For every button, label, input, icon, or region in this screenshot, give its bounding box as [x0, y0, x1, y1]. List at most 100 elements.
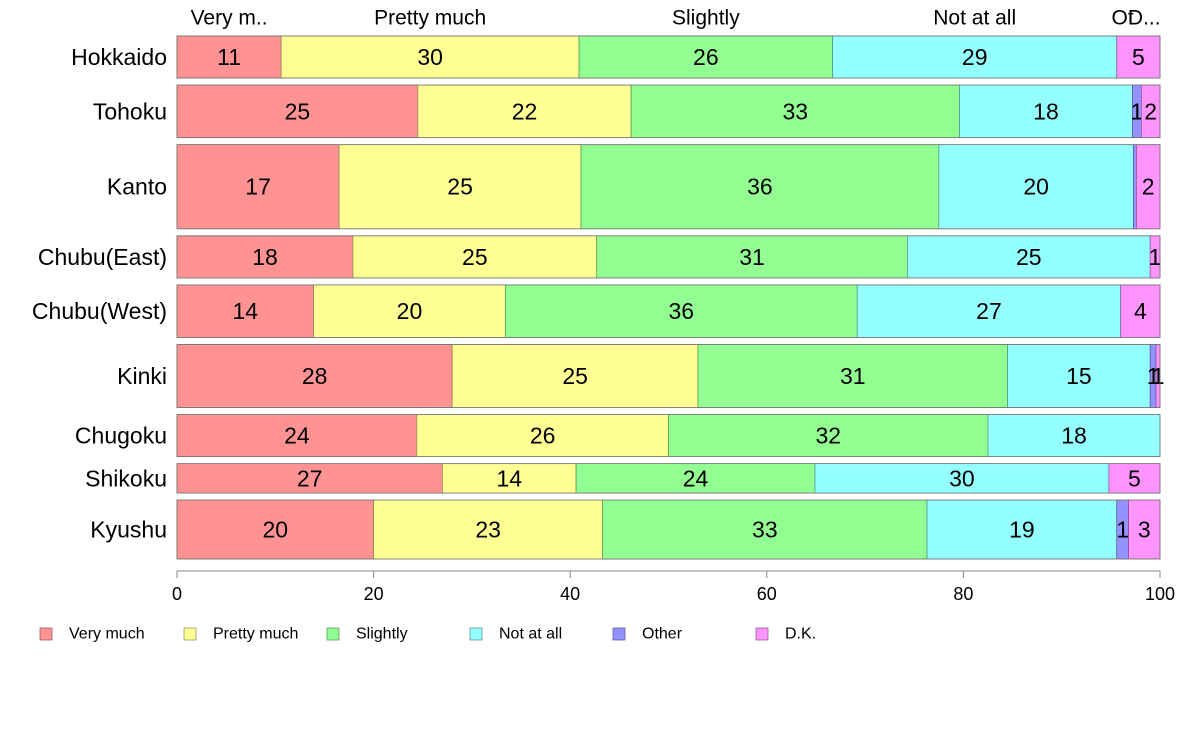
data-label: 29: [962, 44, 988, 70]
bar-segment-very-much: [176, 144, 340, 230]
row-label-tohoku: Tohoku: [93, 98, 167, 124]
legend: Very much Pretty much Slightly Not at all Ot…: [39, 626, 816, 643]
row-labels-group: Hokkaido Tohoku Kanto Chubu(East) Chubu(West…: [32, 44, 167, 543]
data-label: 30: [949, 465, 975, 491]
data-label: 30: [417, 44, 443, 70]
data-label: 25: [462, 244, 488, 270]
bar-segment-not-at-all: [987, 414, 1161, 457]
bar-segment-pretty-much: [416, 414, 669, 457]
top-label-not-at-all: Not at all: [933, 7, 1016, 30]
bar-outline: [176, 235, 1161, 279]
top-category-labels: Very m.. Pretty much Slightly Not at all OtD…: [191, 7, 1161, 30]
data-label: 20: [1023, 174, 1049, 200]
legend-swatch: [755, 627, 769, 641]
data-label: 36: [668, 298, 694, 324]
bar-outline: [176, 284, 1161, 338]
row-label-kanto: Kanto: [107, 174, 167, 200]
x-tick-label: 80: [953, 584, 973, 604]
data-label: 27: [976, 298, 1002, 324]
data-label: 24: [683, 465, 709, 491]
legend-swatch: [469, 627, 483, 641]
x-axis: 0 20 40 60 80 100: [172, 570, 1175, 604]
data-label: 18: [252, 244, 278, 270]
data-label: 5: [1128, 465, 1141, 491]
bar-segment-not-at-all: [832, 35, 1118, 79]
data-label: 25: [285, 98, 311, 124]
x-tick-label: 60: [757, 584, 777, 604]
row-label-chubu-west-: Chubu(West): [32, 298, 167, 324]
data-label: 27: [297, 465, 323, 491]
data-label: 26: [693, 44, 719, 70]
data-label: 32: [815, 423, 841, 449]
legend-label: Very much: [69, 626, 145, 643]
data-label: 2: [1144, 98, 1157, 124]
row-label-hokkaido: Hokkaido: [71, 44, 167, 70]
legend-swatch: [326, 627, 340, 641]
data-label: 14: [496, 465, 522, 491]
data-label: 1: [1152, 363, 1165, 389]
data-label: 25: [447, 174, 473, 200]
bar-segment-pretty-much: [352, 235, 598, 279]
top-label-other: Ot: [1112, 7, 1134, 30]
legend-label: Pretty much: [213, 626, 298, 643]
data-label: 20: [263, 517, 289, 543]
bar-segment-very-much: [176, 344, 453, 408]
data-label: 1: [1116, 517, 1129, 543]
data-label: 4: [1134, 298, 1147, 324]
data-label: 36: [747, 174, 773, 200]
data-label: 24: [284, 423, 310, 449]
legend-label: Slightly: [356, 626, 408, 643]
bar-outline: [176, 144, 1161, 230]
data-label: 26: [530, 423, 556, 449]
bar-outline: [176, 414, 1161, 458]
data-label: 18: [1033, 98, 1059, 124]
bar-outline: [176, 35, 1161, 79]
bar-segment-slightly: [580, 144, 940, 230]
row-label-chugoku: Chugoku: [75, 423, 167, 449]
top-label-slightly: Slightly: [672, 7, 740, 30]
data-label: 1: [1149, 244, 1162, 270]
bar-segment-d-k-: [1120, 284, 1161, 338]
legend-label: Other: [642, 626, 683, 643]
bar-segment-very-much: [176, 499, 374, 560]
bar-outline: [176, 499, 1161, 560]
bar-segment-slightly: [602, 499, 928, 560]
data-label: 23: [475, 517, 501, 543]
data-label: 33: [752, 517, 778, 543]
data-label: 28: [302, 363, 328, 389]
bar-segment-pretty-much: [417, 84, 632, 139]
x-tick-label: 40: [560, 584, 580, 604]
legend-label: Not at all: [499, 626, 562, 643]
legend-swatch: [612, 627, 626, 641]
data-label: 5: [1132, 44, 1145, 70]
data-label: 19: [1009, 517, 1035, 543]
data-label: 31: [739, 244, 765, 270]
bar-segment-pretty-much: [373, 499, 603, 560]
bar-segment-not-at-all: [907, 235, 1151, 279]
data-label: 1: [1131, 98, 1144, 124]
row-label-kinki: Kinki: [117, 363, 167, 389]
row-label-chubu-east-: Chubu(East): [38, 244, 167, 270]
legend-swatch: [39, 627, 53, 641]
data-label: 22: [512, 98, 538, 124]
bar-segment-pretty-much: [313, 284, 506, 338]
data-label: 15: [1066, 363, 1092, 389]
x-tick-label: 20: [364, 584, 384, 604]
x-tick-label: 0: [172, 584, 182, 604]
bar-segment-pretty-much: [338, 144, 582, 230]
bars-group: 11 30 26 29 525 22 33 18 1 217 25 36 20 218 25 31 25 114 2…: [176, 35, 1165, 560]
bar-segment-not-at-all: [856, 284, 1122, 338]
x-tick-label: 100: [1145, 584, 1175, 604]
data-label: 20: [397, 298, 423, 324]
bar-outline: [176, 463, 1161, 494]
bar-segment-not-at-all: [938, 144, 1134, 230]
data-label: 14: [233, 298, 259, 324]
bar-outline: [176, 344, 1161, 408]
bar-segment-slightly: [504, 284, 858, 338]
top-label-very-much: Very m..: [191, 7, 268, 30]
bar-segment-not-at-all: [959, 84, 1133, 139]
row-label-shikoku: Shikoku: [85, 465, 167, 491]
bar-segment-not-at-all: [926, 499, 1118, 560]
